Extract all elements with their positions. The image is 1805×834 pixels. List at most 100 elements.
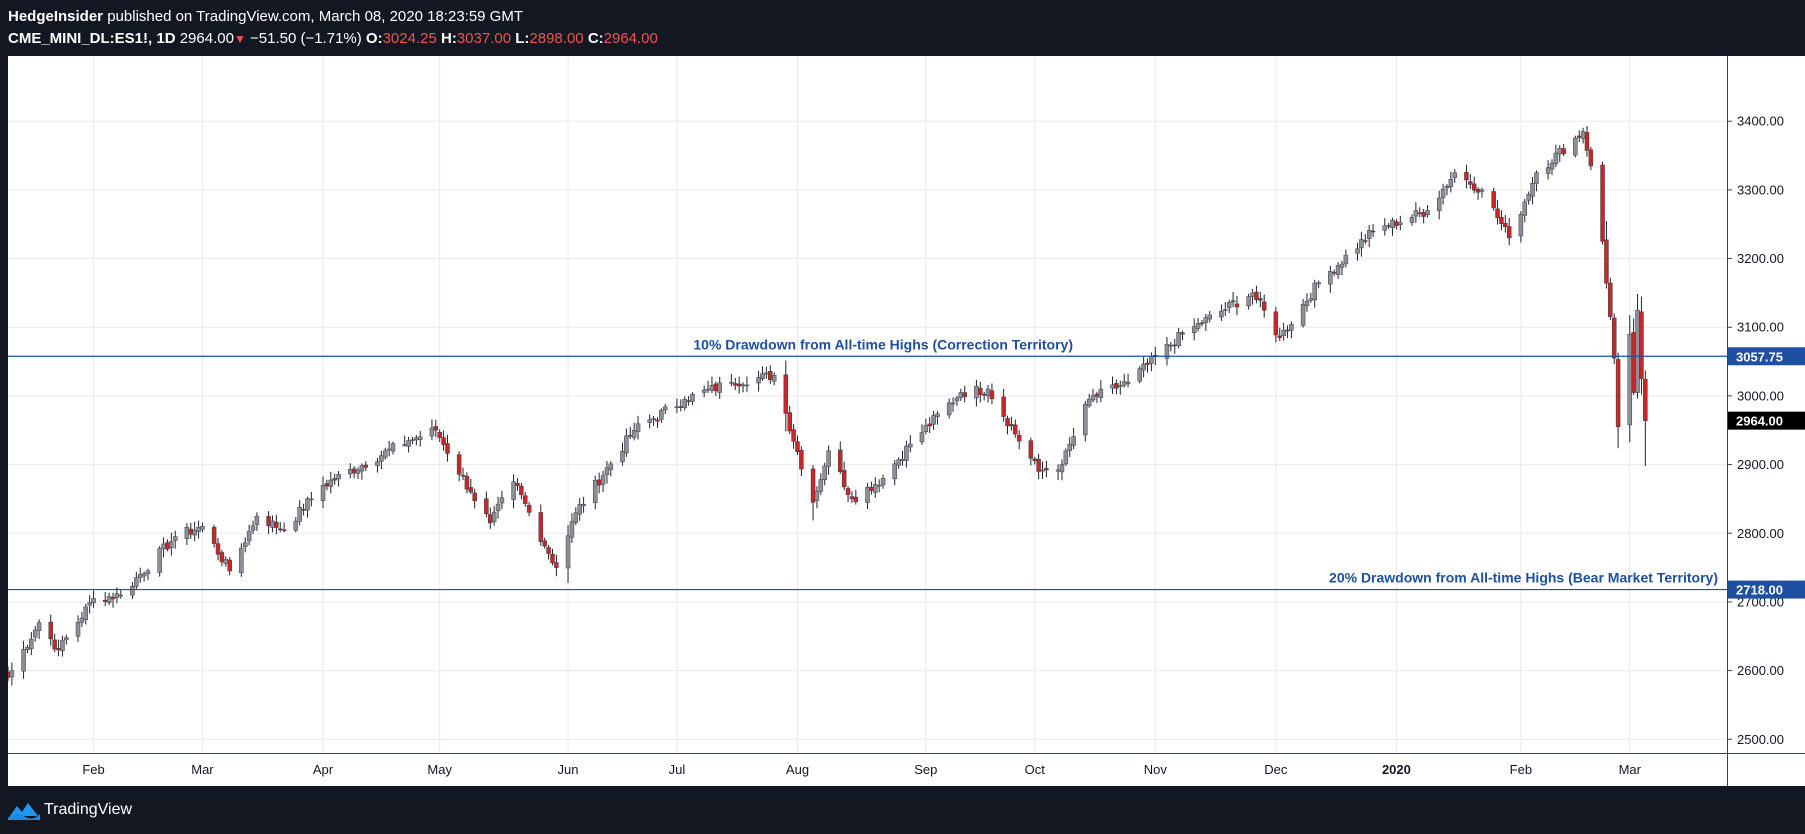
candle-body — [211, 526, 217, 544]
time-tick-label: Apr — [313, 762, 334, 777]
candle-body — [869, 486, 874, 491]
candle-body — [1452, 172, 1458, 178]
candle-body — [1600, 164, 1605, 242]
candle-body — [1530, 183, 1535, 197]
candle-body — [102, 599, 108, 602]
chart-area[interactable]: 2500.00 2600.00 2700.00 2800.00 2900.00 3000.… — [5, 56, 1805, 786]
time-tick-label: Feb — [1510, 762, 1532, 777]
candle-body — [242, 542, 248, 548]
candle-body — [60, 639, 65, 651]
candle-body — [1386, 225, 1391, 227]
candle-body — [659, 410, 664, 420]
price-tick-label: 2500.00 — [1737, 732, 1784, 747]
candle-body — [246, 531, 252, 542]
candle-body — [110, 596, 116, 600]
candle-body — [958, 392, 964, 399]
candle-body — [21, 649, 26, 672]
time-tick-label: Nov — [1144, 762, 1168, 777]
candle-body — [1464, 171, 1469, 181]
candle-body — [1110, 384, 1115, 389]
candle-body — [1370, 230, 1376, 233]
candle-body — [130, 586, 135, 596]
candle-body — [1627, 333, 1633, 426]
candle-body — [569, 521, 575, 538]
price-chart[interactable]: 2500.002600.002700.002800.002900.003000.… — [5, 56, 1805, 786]
candle-body — [386, 448, 392, 451]
candle-body — [297, 507, 302, 522]
candle-body — [1016, 434, 1022, 442]
candle-body — [1032, 458, 1037, 461]
candle-body — [91, 598, 96, 603]
candle-body — [161, 543, 166, 550]
candle-body — [690, 393, 695, 402]
candle-body — [359, 465, 365, 472]
candle-body — [581, 503, 586, 507]
time-tick-label: May — [427, 762, 452, 777]
candle-body — [908, 443, 913, 448]
candle-body — [1335, 265, 1341, 275]
candle-body — [771, 375, 777, 382]
candle-body — [1518, 214, 1524, 237]
candle-body — [1149, 355, 1154, 364]
candle-body — [320, 484, 326, 501]
candle-body — [277, 528, 283, 531]
ohlc-legend: CME_MINI_DL:ES1!, 1D 2964.00▼ −51.50 (−1… — [8, 30, 658, 47]
candle-body — [1125, 381, 1131, 384]
candle-body — [1040, 469, 1045, 472]
candle-body — [853, 496, 859, 503]
time-tick-label: Oct — [1025, 762, 1046, 777]
candle-body — [293, 520, 299, 531]
candle-body — [686, 400, 691, 402]
candle-body — [48, 621, 54, 640]
candle-body — [1573, 137, 1578, 156]
candle-body — [417, 436, 423, 440]
candle-body — [437, 432, 442, 438]
candle-body — [795, 441, 800, 452]
candle-body — [355, 469, 361, 474]
candle-body — [974, 386, 979, 399]
candle-body — [1339, 263, 1345, 268]
last-price: 2964.00 — [179, 30, 234, 47]
candle-body — [1553, 152, 1559, 165]
candle-body — [849, 496, 855, 500]
candle-body — [1176, 332, 1181, 347]
candle-body — [651, 418, 656, 420]
candle-body — [1180, 332, 1185, 335]
candle-body — [270, 520, 275, 528]
candle-body — [250, 525, 256, 531]
symbol-label[interactable]: CME_MINI_DL:ES1!, 1D — [8, 30, 176, 47]
candle-body — [1479, 189, 1485, 192]
candle-body — [810, 468, 816, 503]
candle-body — [1094, 393, 1100, 397]
candle-body — [526, 504, 532, 513]
candle-body — [1425, 210, 1430, 216]
candle-body — [733, 383, 738, 386]
candle-body — [1191, 326, 1197, 334]
candle-body — [1261, 301, 1267, 311]
candle-body — [554, 562, 559, 568]
candle-body — [254, 515, 260, 525]
tradingview-brand[interactable]: TradingView — [8, 800, 132, 820]
candle-body — [663, 406, 668, 411]
candle-body — [1013, 424, 1018, 435]
candle-body — [787, 412, 792, 432]
candle-body — [1273, 311, 1279, 336]
candle-body — [274, 521, 279, 528]
candle-body — [375, 461, 380, 466]
tradingview-logo-icon — [8, 803, 40, 820]
candle-body — [550, 554, 555, 564]
time-tick-label: Aug — [786, 762, 809, 777]
author-name[interactable]: HedgeInsider — [8, 8, 104, 25]
drawdown-level-price-label: 3057.75 — [1736, 349, 1783, 364]
price-tick-label: 3400.00 — [1737, 114, 1784, 129]
candle-body — [1328, 271, 1333, 285]
price-tick-label: 2800.00 — [1737, 526, 1784, 541]
candle-body — [1234, 303, 1240, 308]
candle-body — [826, 450, 831, 467]
price-change: −51.50 (−1.71%) — [250, 30, 362, 47]
candle-body — [604, 467, 610, 476]
current-price-label: 2964.00 — [1736, 414, 1783, 429]
candle-body — [106, 596, 112, 603]
candle-body — [499, 497, 505, 504]
candle-body — [1145, 362, 1150, 365]
